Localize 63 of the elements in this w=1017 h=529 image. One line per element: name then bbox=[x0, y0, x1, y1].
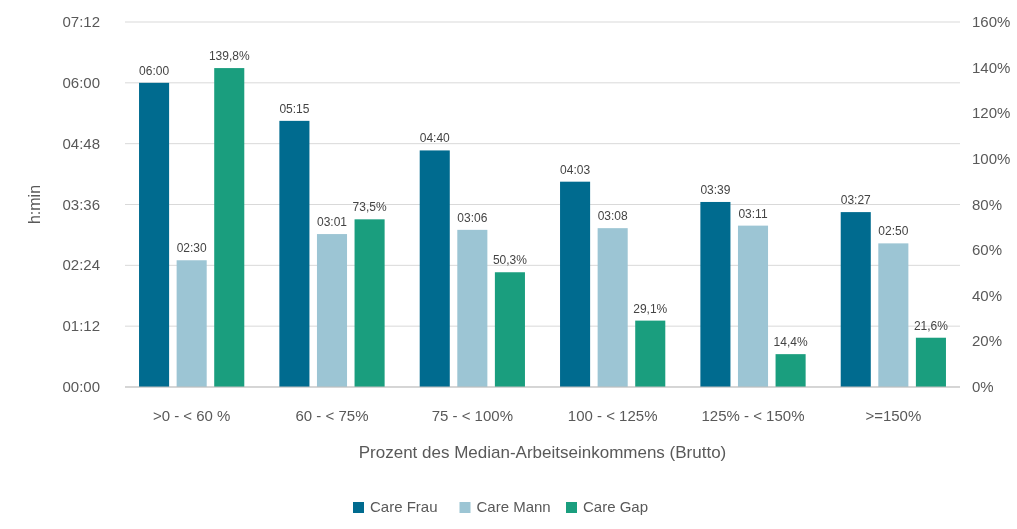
y2-tick-label: 40% bbox=[972, 286, 1003, 304]
legend-label: Care Frau bbox=[370, 498, 438, 515]
data-label: 03:08 bbox=[597, 209, 629, 224]
bar bbox=[139, 82, 170, 387]
y-tick-label: 06:00 bbox=[62, 73, 100, 91]
y-tick-label: 00:00 bbox=[62, 378, 100, 395]
bar bbox=[775, 354, 806, 387]
data-label: 02:50 bbox=[878, 224, 909, 239]
bar bbox=[494, 272, 525, 387]
y2-tick-label: 120% bbox=[972, 104, 1011, 122]
x-tick-label: 60 - < 75% bbox=[295, 407, 369, 424]
y2-tick-label: 160% bbox=[972, 13, 1011, 30]
y-tick-label: 04:48 bbox=[62, 134, 100, 152]
y-tick-label: 07:12 bbox=[62, 13, 100, 30]
data-label: 73,5% bbox=[352, 200, 387, 215]
data-label: 05:15 bbox=[279, 101, 310, 116]
data-label: 03:11 bbox=[738, 206, 768, 221]
x-tick-label: >0 - < 60 % bbox=[152, 407, 231, 424]
y2-tick-label: 80% bbox=[972, 195, 1003, 213]
data-label: 21,6% bbox=[913, 318, 949, 333]
bar bbox=[737, 225, 769, 387]
data-label: 03:06 bbox=[457, 210, 488, 225]
data-label: 29,1% bbox=[633, 301, 668, 316]
data-label: 14,4% bbox=[773, 335, 808, 350]
y2-tick-label: 60% bbox=[972, 241, 1003, 259]
y-tick-label: 02:24 bbox=[62, 256, 100, 274]
data-label: 50,3% bbox=[492, 253, 528, 268]
data-label: 04:03 bbox=[560, 162, 591, 177]
bar bbox=[419, 150, 450, 387]
data-label: 04:40 bbox=[419, 131, 451, 146]
bar bbox=[176, 260, 207, 387]
bar bbox=[279, 120, 310, 387]
bar bbox=[635, 320, 666, 387]
x-tick-label: >=150% bbox=[865, 407, 922, 424]
bar bbox=[214, 68, 245, 387]
y2-tick-label: 140% bbox=[972, 58, 1011, 76]
x-tick-label: 100 - < 125% bbox=[567, 407, 658, 424]
y2-tick-label: 100% bbox=[972, 149, 1011, 167]
y2-tick-label: 20% bbox=[972, 332, 1003, 350]
bar bbox=[700, 201, 731, 387]
data-label: 139,8% bbox=[208, 49, 250, 64]
y-tick-label: 01:12 bbox=[62, 317, 100, 335]
bar bbox=[840, 212, 871, 387]
y-axis-title: h:min bbox=[26, 184, 43, 225]
bar bbox=[878, 243, 909, 387]
y2-tick-label: 0% bbox=[972, 378, 994, 395]
data-label: 03:39 bbox=[700, 182, 731, 197]
bar bbox=[354, 219, 385, 387]
bar bbox=[597, 228, 628, 387]
x-axis-title: Prozent des Median-Arbeitseinkommens (Brutto) bbox=[358, 443, 727, 462]
y-tick-label: 03:36 bbox=[62, 195, 100, 213]
bar bbox=[457, 229, 488, 387]
legend-label: Care Mann bbox=[476, 498, 551, 515]
data-label: 03:27 bbox=[840, 193, 872, 208]
x-tick-label: 125% - < 150% bbox=[701, 407, 805, 424]
legend-label: Care Gap bbox=[583, 498, 649, 515]
bar bbox=[915, 337, 946, 387]
data-label: 03:01 bbox=[316, 215, 348, 230]
data-label: 02:30 bbox=[176, 241, 207, 256]
bar bbox=[560, 181, 591, 387]
x-tick-label: 75 - < 100% bbox=[431, 407, 513, 424]
bar bbox=[316, 234, 348, 387]
data-label: 06:00 bbox=[139, 63, 170, 78]
